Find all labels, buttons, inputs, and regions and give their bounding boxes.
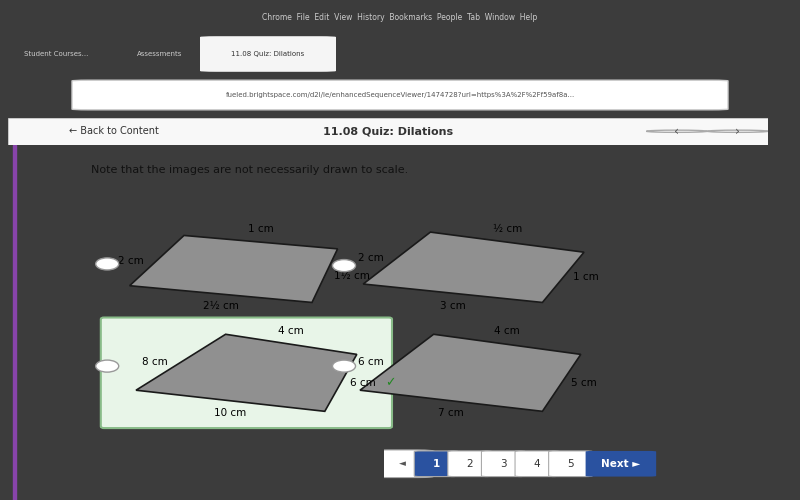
FancyBboxPatch shape	[515, 451, 558, 476]
Bar	[13, 145, 16, 500]
Text: 1 cm: 1 cm	[573, 272, 598, 282]
Text: 1 cm: 1 cm	[248, 224, 274, 234]
Text: ‹: ‹	[674, 124, 679, 138]
Text: Note that the images are not necessarily drawn to scale.: Note that the images are not necessarily…	[91, 165, 409, 175]
Text: 8 cm: 8 cm	[142, 357, 168, 367]
Polygon shape	[136, 334, 357, 411]
FancyBboxPatch shape	[482, 451, 525, 476]
Circle shape	[333, 260, 355, 272]
FancyBboxPatch shape	[414, 451, 458, 476]
Text: 2½ cm: 2½ cm	[203, 302, 238, 312]
Text: 10 cm: 10 cm	[214, 408, 246, 418]
Text: 11.08 Quiz: Dilations: 11.08 Quiz: Dilations	[231, 51, 305, 57]
Text: 2 cm: 2 cm	[118, 256, 144, 266]
Text: 11.08 Quiz: Dilations: 11.08 Quiz: Dilations	[323, 126, 453, 136]
Text: Assessments: Assessments	[138, 51, 182, 57]
FancyBboxPatch shape	[586, 451, 656, 476]
Text: 7 cm: 7 cm	[438, 408, 464, 418]
FancyBboxPatch shape	[448, 451, 491, 476]
Text: 4 cm: 4 cm	[278, 326, 304, 336]
FancyBboxPatch shape	[370, 450, 434, 477]
Text: Next ►: Next ►	[602, 459, 641, 469]
Polygon shape	[363, 232, 584, 302]
Text: 2: 2	[466, 459, 473, 469]
FancyBboxPatch shape	[101, 318, 392, 428]
Text: ½ cm: ½ cm	[493, 224, 522, 234]
Text: ◄: ◄	[399, 459, 406, 468]
Text: 5: 5	[567, 459, 574, 469]
Text: 5 cm: 5 cm	[571, 378, 597, 388]
Text: 3 cm: 3 cm	[440, 300, 466, 310]
FancyBboxPatch shape	[200, 36, 336, 72]
Circle shape	[646, 130, 707, 132]
Text: 1: 1	[433, 459, 440, 469]
FancyBboxPatch shape	[8, 118, 768, 145]
Polygon shape	[360, 334, 581, 411]
Text: ✓: ✓	[386, 376, 396, 390]
Text: 4 cm: 4 cm	[494, 326, 520, 336]
Text: 6 cm: 6 cm	[350, 378, 376, 388]
Circle shape	[707, 130, 768, 132]
Circle shape	[96, 258, 118, 270]
Text: 2 cm: 2 cm	[358, 253, 384, 263]
FancyBboxPatch shape	[72, 80, 728, 110]
Text: fueled.brightspace.com/d2l/le/enhancedSequenceViewer/1474728?url=https%3A%2F%2Ff: fueled.brightspace.com/d2l/le/enhancedSe…	[226, 92, 574, 98]
FancyBboxPatch shape	[549, 451, 592, 476]
Text: 6 cm: 6 cm	[358, 357, 384, 367]
Text: Chrome  File  Edit  View  History  Bookmarks  People  Tab  Window  Help: Chrome File Edit View History Bookmarks …	[262, 13, 538, 22]
Text: Student Courses...: Student Courses...	[24, 51, 88, 57]
Circle shape	[333, 360, 355, 372]
Polygon shape	[130, 236, 338, 302]
Text: 1½ cm: 1½ cm	[334, 270, 370, 280]
Text: ›: ›	[735, 124, 740, 138]
Circle shape	[96, 360, 118, 372]
Text: 4: 4	[534, 459, 540, 469]
Text: ← Back to Content: ← Back to Content	[69, 126, 158, 136]
Text: 3: 3	[500, 459, 506, 469]
